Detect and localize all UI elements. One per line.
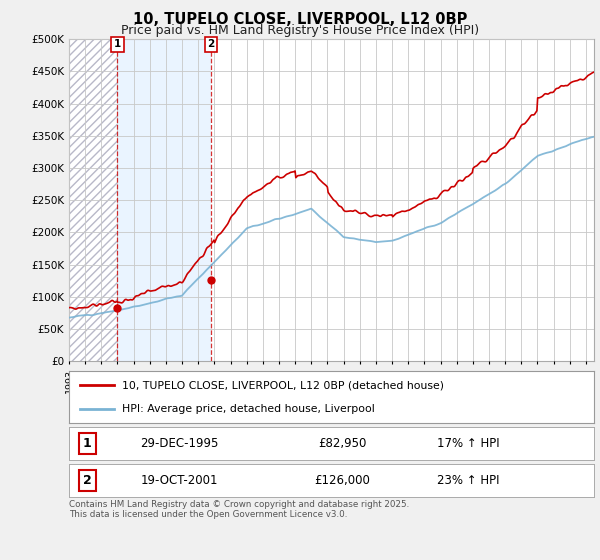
Text: 10, TUPELO CLOSE, LIVERPOOL, L12 0BP (detached house): 10, TUPELO CLOSE, LIVERPOOL, L12 0BP (de… [121, 380, 443, 390]
Text: 17% ↑ HPI: 17% ↑ HPI [437, 437, 499, 450]
Bar [69, 39, 117, 361]
Text: HPI: Average price, detached house, Liverpool: HPI: Average price, detached house, Live… [121, 404, 374, 414]
Text: £82,950: £82,950 [318, 437, 366, 450]
Text: 23% ↑ HPI: 23% ↑ HPI [437, 474, 499, 487]
Text: 2: 2 [83, 474, 92, 487]
Text: 29-DEC-1995: 29-DEC-1995 [140, 437, 218, 450]
Text: 19-OCT-2001: 19-OCT-2001 [140, 474, 218, 487]
Text: Price paid vs. HM Land Registry's House Price Index (HPI): Price paid vs. HM Land Registry's House … [121, 24, 479, 37]
Text: Contains HM Land Registry data © Crown copyright and database right 2025.
This d: Contains HM Land Registry data © Crown c… [69, 500, 409, 519]
Text: 1: 1 [83, 437, 92, 450]
Text: 10, TUPELO CLOSE, LIVERPOOL, L12 0BP: 10, TUPELO CLOSE, LIVERPOOL, L12 0BP [133, 12, 467, 27]
Text: 1: 1 [113, 39, 121, 49]
Text: £126,000: £126,000 [314, 474, 370, 487]
Bar [117, 39, 211, 361]
Text: 2: 2 [208, 39, 215, 49]
